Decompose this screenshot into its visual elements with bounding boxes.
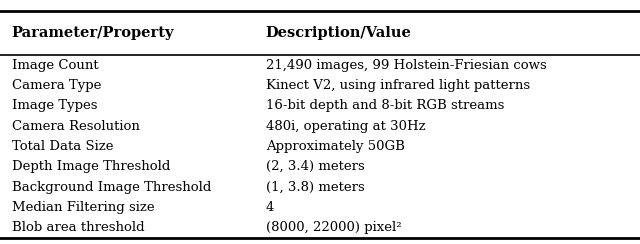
Text: (8000, 22000) pixel²: (8000, 22000) pixel² <box>266 221 401 234</box>
Text: 4: 4 <box>266 201 274 214</box>
Text: (2, 3.4) meters: (2, 3.4) meters <box>266 160 364 173</box>
Text: Camera Type: Camera Type <box>12 79 101 92</box>
Text: Description/Value: Description/Value <box>266 26 412 40</box>
Text: Depth Image Threshold: Depth Image Threshold <box>12 160 170 173</box>
Text: Camera Resolution: Camera Resolution <box>12 120 140 132</box>
Text: Blob area threshold: Blob area threshold <box>12 221 144 234</box>
Text: Image Types: Image Types <box>12 99 97 112</box>
Text: Image Count: Image Count <box>12 59 98 71</box>
Text: Parameter/Property: Parameter/Property <box>12 26 174 40</box>
Text: Approximately 50GB: Approximately 50GB <box>266 140 404 153</box>
Text: Background Image Threshold: Background Image Threshold <box>12 181 211 193</box>
Text: (1, 3.8) meters: (1, 3.8) meters <box>266 181 364 193</box>
Text: 480i, operating at 30Hz: 480i, operating at 30Hz <box>266 120 425 132</box>
Text: Total Data Size: Total Data Size <box>12 140 113 153</box>
Text: 21,490 images, 99 Holstein-Friesian cows: 21,490 images, 99 Holstein-Friesian cows <box>266 59 547 71</box>
Text: Median Filtering size: Median Filtering size <box>12 201 154 214</box>
Text: 16-bit depth and 8-bit RGB streams: 16-bit depth and 8-bit RGB streams <box>266 99 504 112</box>
Text: Kinect V2, using infrared light patterns: Kinect V2, using infrared light patterns <box>266 79 530 92</box>
